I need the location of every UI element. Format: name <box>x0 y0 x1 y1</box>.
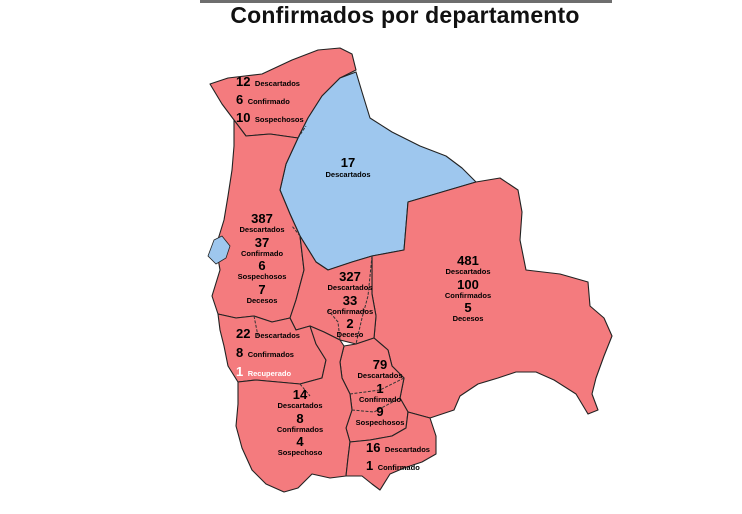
la-paz-descartados-value: 387 <box>251 211 273 226</box>
pando-confirmado-label: Confirmado <box>247 97 290 106</box>
la-paz-sospechosos-label: Sospechosos <box>237 272 287 281</box>
santa-cruz-confirmados-label: Confirmados <box>444 290 492 300</box>
pando-descartados-value: 12 <box>236 74 251 89</box>
oruro-recuperado-label: Recuperado <box>247 369 292 378</box>
oruro-label: 22 Descartados 8 Confirmados 1 Recuperad… <box>236 326 300 380</box>
tarija-descartados-value: 16 <box>366 440 381 455</box>
cochabamba-label: 327 Descartados 33 Confirmados 2 Deceso <box>320 270 380 339</box>
oruro-descartados-value: 22 <box>236 326 251 341</box>
beni-label: 17 Descartados <box>318 156 378 179</box>
cochabamba-deceso-value: 2 <box>346 316 354 331</box>
la-paz-confirmado-label: Confirmado <box>240 248 284 258</box>
beni-descartados-label: Descartados <box>325 170 371 179</box>
beni-descartados-value: 17 <box>340 155 356 170</box>
cochabamba-descartados-label: Descartados <box>327 283 373 292</box>
santa-cruz-decesos-value: 5 <box>464 300 472 315</box>
la-paz-decesos-value: 7 <box>258 281 266 297</box>
oruro-descartados-label: Descartados <box>254 331 300 340</box>
potosi-confirmados-value: 8 <box>296 410 304 426</box>
chuquisaca-confirmado-label: Confirmado <box>358 394 402 404</box>
la-paz-decesos-label: Decesos <box>246 295 278 305</box>
la-paz-label: 387 Descartados 37 Confirmado 6 Sospecho… <box>232 212 292 304</box>
chuquisaca-confirmado-value: 1 <box>376 380 384 396</box>
tarija-label: 16 Descartados 1 Confirmado <box>366 440 430 474</box>
chuquisaca-sospechosos-label: Sospechosos <box>355 418 405 427</box>
pando-confirmado-value: 6 <box>236 92 244 107</box>
santa-cruz-descartados-label: Descartados <box>445 267 491 276</box>
potosi-label: 14 Descartados 8 Confirmados 4 Sospechos… <box>270 388 330 457</box>
potosi-sospechoso-label: Sospechoso <box>277 448 323 457</box>
chuquisaca-label: 79 Descartados 1 Confirmado 9 Sospechoso… <box>350 358 410 427</box>
oruro-confirmados-label: Confirmados <box>247 350 294 359</box>
pando-sospechosos-label: Sospechosos <box>254 115 304 124</box>
map-title: Confirmados por departamento <box>230 2 580 28</box>
santa-cruz-descartados-value: 481 <box>457 253 479 268</box>
la-paz-descartados-label: Descartados <box>239 225 285 234</box>
lake-titicaca <box>207 235 231 265</box>
cochabamba-deceso-label: Deceso <box>336 330 364 339</box>
chuquisaca-sospechosos-value: 9 <box>376 404 384 419</box>
top-rule <box>200 0 612 3</box>
santa-cruz-label: 481 Descartados 100 Confirmados 5 Deceso… <box>438 254 498 323</box>
potosi-sospechoso-value: 4 <box>296 434 304 449</box>
chuquisaca-descartados-label: Descartados <box>357 371 403 380</box>
potosi-descartados-value: 14 <box>292 387 308 402</box>
cochabamba-confirmados-value: 33 <box>342 292 358 308</box>
tarija-confirmado-value: 1 <box>366 458 374 473</box>
cochabamba-confirmados-label: Confirmados <box>326 306 374 316</box>
potosi-descartados-label: Descartados <box>277 401 323 410</box>
tarija-confirmado-label: Confirmado <box>377 463 420 472</box>
santa-cruz-confirmados-value: 100 <box>457 276 479 292</box>
dept-tarija[interactable] <box>345 411 437 491</box>
pando-sospechosos-value: 10 <box>236 110 251 125</box>
la-paz-sospechosos-value: 6 <box>258 258 266 273</box>
pando-descartados-label: Descartados <box>254 79 300 88</box>
pando-label: 12 Descartados 6 Confirmado 10 Sospechos… <box>236 74 304 126</box>
chuquisaca-descartados-value: 79 <box>372 357 388 372</box>
province-lines <box>253 125 405 413</box>
cochabamba-descartados-value: 327 <box>339 269 361 284</box>
oruro-confirmados-value: 8 <box>236 345 244 360</box>
la-paz-confirmado-value: 37 <box>254 234 270 250</box>
potosi-confirmados-label: Confirmados <box>276 424 324 434</box>
tarija-descartados-label: Descartados <box>384 445 430 454</box>
santa-cruz-decesos-label: Decesos <box>452 314 484 323</box>
oruro-recuperado-value: 1 <box>236 364 244 379</box>
